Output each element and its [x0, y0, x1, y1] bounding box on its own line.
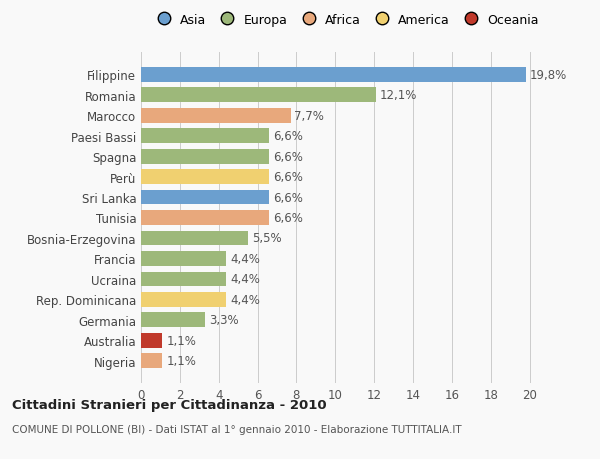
Bar	[141, 272, 226, 286]
Bar	[141, 353, 163, 368]
Text: 6,6%: 6,6%	[273, 150, 303, 163]
Text: 12,1%: 12,1%	[380, 89, 418, 102]
Bar	[141, 292, 226, 307]
Legend: Asia, Europa, Africa, America, Oceania: Asia, Europa, Africa, America, Oceania	[149, 11, 542, 29]
Bar	[141, 129, 269, 144]
Bar	[141, 170, 269, 185]
Text: 6,6%: 6,6%	[273, 130, 303, 143]
Text: 4,4%: 4,4%	[230, 273, 260, 286]
Text: 6,6%: 6,6%	[273, 191, 303, 204]
Bar	[141, 252, 226, 266]
Text: 4,4%: 4,4%	[230, 293, 260, 306]
Text: 4,4%: 4,4%	[230, 252, 260, 265]
Bar	[141, 211, 269, 225]
Bar	[141, 68, 526, 83]
Text: 1,1%: 1,1%	[166, 334, 196, 347]
Text: 3,3%: 3,3%	[209, 313, 239, 326]
Bar	[141, 190, 269, 205]
Text: Cittadini Stranieri per Cittadinanza - 2010: Cittadini Stranieri per Cittadinanza - 2…	[12, 398, 326, 411]
Text: 1,1%: 1,1%	[166, 354, 196, 367]
Text: 5,5%: 5,5%	[252, 232, 281, 245]
Bar	[141, 231, 248, 246]
Text: 6,6%: 6,6%	[273, 171, 303, 184]
Bar	[141, 109, 290, 123]
Bar	[141, 313, 205, 327]
Bar	[141, 88, 376, 103]
Bar	[141, 333, 163, 348]
Bar	[141, 150, 269, 164]
Text: 19,8%: 19,8%	[530, 69, 567, 82]
Text: 7,7%: 7,7%	[295, 110, 325, 123]
Text: COMUNE DI POLLONE (BI) - Dati ISTAT al 1° gennaio 2010 - Elaborazione TUTTITALIA: COMUNE DI POLLONE (BI) - Dati ISTAT al 1…	[12, 424, 461, 434]
Text: 6,6%: 6,6%	[273, 212, 303, 224]
